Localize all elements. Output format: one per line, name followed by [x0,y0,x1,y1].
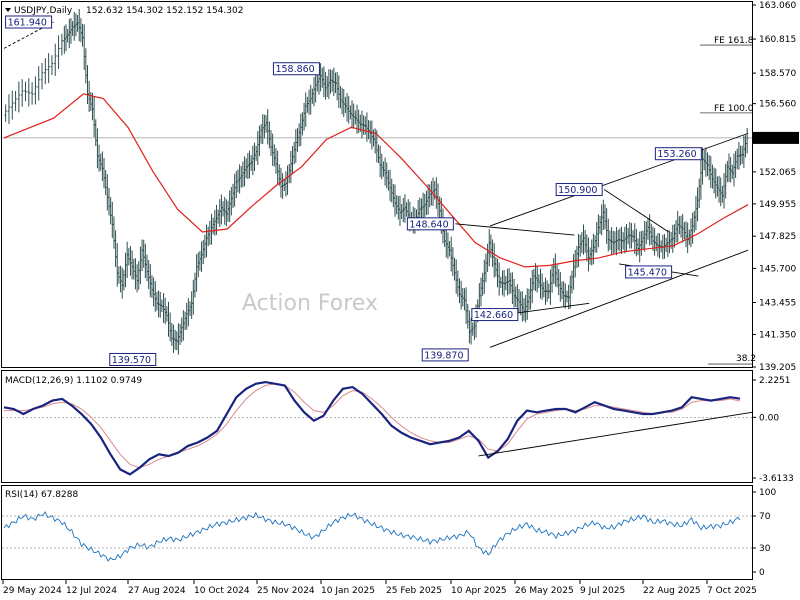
price-level-box [421,348,469,362]
time-tick-label: 12 Jul 2024 [66,586,117,596]
price-tick-label: 139.205 [759,363,796,373]
price-level-text: 153.260 [657,149,696,160]
price-level-box [654,147,702,161]
rsi-tick-label: 0 [759,568,765,578]
time-tick-label: 25 Nov 2024 [257,586,315,596]
price-level-text: 150.900 [558,185,597,196]
price-level-box [5,15,53,29]
macd-pane-frame [1,370,753,483]
macd-tick-label: 2.2251 [759,376,791,386]
price-tick-label: 158.570 [759,69,796,79]
symbol-label: USDJPY,Daily [14,6,73,16]
fib-label: 38.2 [736,354,756,364]
rsi-series [2,511,752,562]
trendline [489,132,749,227]
time-tick-label: 10 Apr 2025 [451,586,507,596]
time-tick-label: 10 Jan 2025 [321,586,375,596]
price-level-label: 145.470 [625,265,673,279]
price-tick-label: 147.825 [759,232,796,242]
ohlc-values: 152.632 154.302 152.152 154.302 [86,6,243,16]
price-level-text: 161.940 [8,17,47,28]
price-tick-label: 160.815 [759,35,796,45]
price-level-box [406,217,454,231]
price-level-label: 153.260 [654,147,702,161]
rsi-pane-frame [1,485,753,580]
price-tick-label: 152.065 [759,168,796,178]
rsi-tick-label: 30 [759,544,771,554]
rsi-title: RSI(14) 67.8288 [5,490,78,500]
moving-average-line [3,93,749,268]
fib-label: FE 100.0 [714,104,754,114]
price-level-text: 158.860 [275,64,314,75]
price-level-text: 142.660 [474,310,513,321]
price-series: 161.940 139.570 158.860 148.640 139.870 142.6… [2,8,756,366]
trendline [509,302,590,315]
rsi-line [3,511,741,562]
price-level-box [555,183,603,197]
price-level-label: 150.900 [555,183,603,197]
macd-signal-line [4,383,741,469]
macd-title: MACD(12,26,9) 1.1102 0.9749 [5,376,142,386]
dropdown-triangle-icon [5,8,11,12]
time-tick-label: 27 Aug 2024 [128,586,186,596]
macd-tick-label: -3.6133 [759,474,794,484]
watermark: Action Forex [242,291,378,316]
fib-label: FE 161.8 [714,36,754,46]
price-level-label: 142.660 [471,308,519,322]
rsi-tick-label: 100 [759,488,776,498]
price-level-text: 139.870 [424,350,463,361]
macd-tick-label: 0.00 [759,413,779,423]
price-level-box [471,308,519,322]
time-tick-label: 9 Jul 2025 [580,586,625,596]
trendline [455,223,575,236]
rsi-tick-label: 70 [759,512,771,522]
price-level-box [625,265,673,279]
price-level-label: 161.940 [5,15,53,29]
price-tick-label: 143.455 [759,299,796,309]
price-tick-label: 154.302 [759,134,796,144]
price-level-label: 139.870 [421,348,469,362]
price-level-label: 148.640 [406,217,454,231]
price-level-text: 148.640 [409,219,448,230]
price-level-label: 158.860 [272,62,320,76]
price-level-text: 139.570 [112,355,151,366]
time-tick-label: 22 Aug 2025 [643,586,701,596]
trendline [489,249,749,348]
time-tick-label: 7 Oct 2025 [707,586,757,596]
price-tick-label: 156.560 [759,100,796,110]
current-price-marker [753,131,799,144]
time-tick-label: 25 Feb 2025 [386,586,442,596]
price-tick-label: 141.350 [759,330,796,340]
symbol-header: USDJPY,Daily 152.632 154.302 152.152 154… [5,6,243,16]
price-pane-frame [1,1,753,368]
macd-series [2,380,753,476]
price-tick-label: 149.955 [759,200,796,210]
price-level-label: 139.570 [109,352,157,366]
time-tick-label: 10 Oct 2024 [194,586,250,596]
price-level-text: 145.470 [628,267,667,278]
time-tick-label: 29 May 2024 [3,586,62,596]
price-tick-label: 163.060 [759,1,796,11]
time-tick-label: 26 May 2025 [515,586,574,596]
macd-trendline [478,411,753,457]
price-level-box [109,352,157,366]
price-level-box [272,62,320,76]
trendline [603,189,669,233]
macd-line [3,380,741,476]
price-tick-label: 145.700 [759,264,796,274]
